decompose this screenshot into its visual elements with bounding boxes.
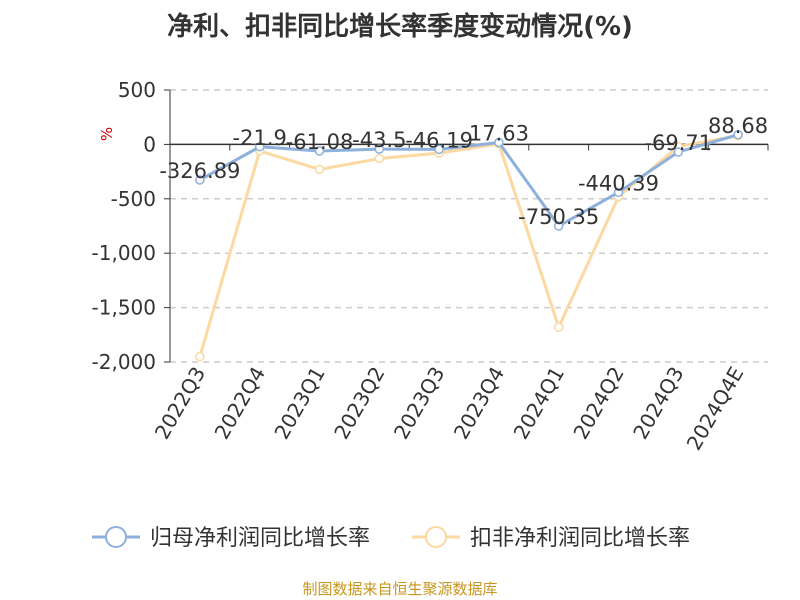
data-label: 17.63 <box>469 121 529 145</box>
x-tick-label: 2023Q2 <box>329 363 389 444</box>
legend-label: 扣非净利润同比增长率 <box>470 526 690 551</box>
series-1-point <box>434 144 444 155</box>
x-tick-label: 2024Q2 <box>568 363 628 444</box>
series-1-point <box>494 137 504 148</box>
x-tick-label: 2023Q4 <box>449 363 509 444</box>
legend-marker <box>425 526 447 548</box>
series-1-point <box>254 142 265 152</box>
data-label: -69.71 <box>644 131 712 155</box>
y-tick-label: -1,500 <box>92 296 156 320</box>
series-line-1 <box>199 133 739 228</box>
series-2-point <box>553 322 564 332</box>
x-tick-label: 2023Q3 <box>389 362 449 443</box>
series-1-point <box>553 221 564 231</box>
y-tick-label: -2,000 <box>92 350 156 374</box>
x-tick-label: 2024Q3 <box>628 363 688 444</box>
x-tick-label: 2024Q1 <box>509 363 569 444</box>
x-tick-label: 2022Q4 <box>210 363 270 444</box>
series-2-point <box>314 164 325 175</box>
chart-title: 净利、扣非同比增长率季度变动情况(%) <box>167 12 633 42</box>
y-tick-label: 0 <box>143 132 156 156</box>
series-1-point <box>374 144 385 154</box>
data-label: -43.5 <box>352 128 406 152</box>
x-tick-label: 2022Q3 <box>150 363 210 444</box>
data-label: -440.39 <box>578 171 659 195</box>
series-1-point <box>733 130 743 140</box>
series-1-point <box>314 146 325 156</box>
series-2-point <box>374 153 385 164</box>
series-line-2 <box>198 134 739 357</box>
series-1-point <box>195 175 205 185</box>
series-2-point <box>195 351 205 362</box>
y-tick-label: 500 <box>118 78 156 102</box>
series-1-point <box>613 187 624 198</box>
x-tick-label: 2023Q1 <box>269 363 329 444</box>
x-tick-label: 2024Q4E <box>682 363 749 455</box>
y-tick-label: -500 <box>111 187 156 211</box>
y-axis-label: % <box>98 127 116 141</box>
data-label: -21.9 <box>233 126 287 150</box>
legend-label: 归母净利润同比增长率 <box>150 526 370 551</box>
legend-marker <box>105 526 127 548</box>
y-tick-label: -1,000 <box>92 241 156 265</box>
data-label: -61.08 <box>286 130 354 154</box>
chart-source: 制图数据来自恒生聚源数据库 <box>302 580 498 598</box>
data-label: -46.19 <box>405 128 473 152</box>
data-label: 88.68 <box>708 114 768 138</box>
data-label: -750.35 <box>518 205 599 229</box>
series-1-point <box>673 147 684 157</box>
data-label: -326.89 <box>159 159 240 183</box>
